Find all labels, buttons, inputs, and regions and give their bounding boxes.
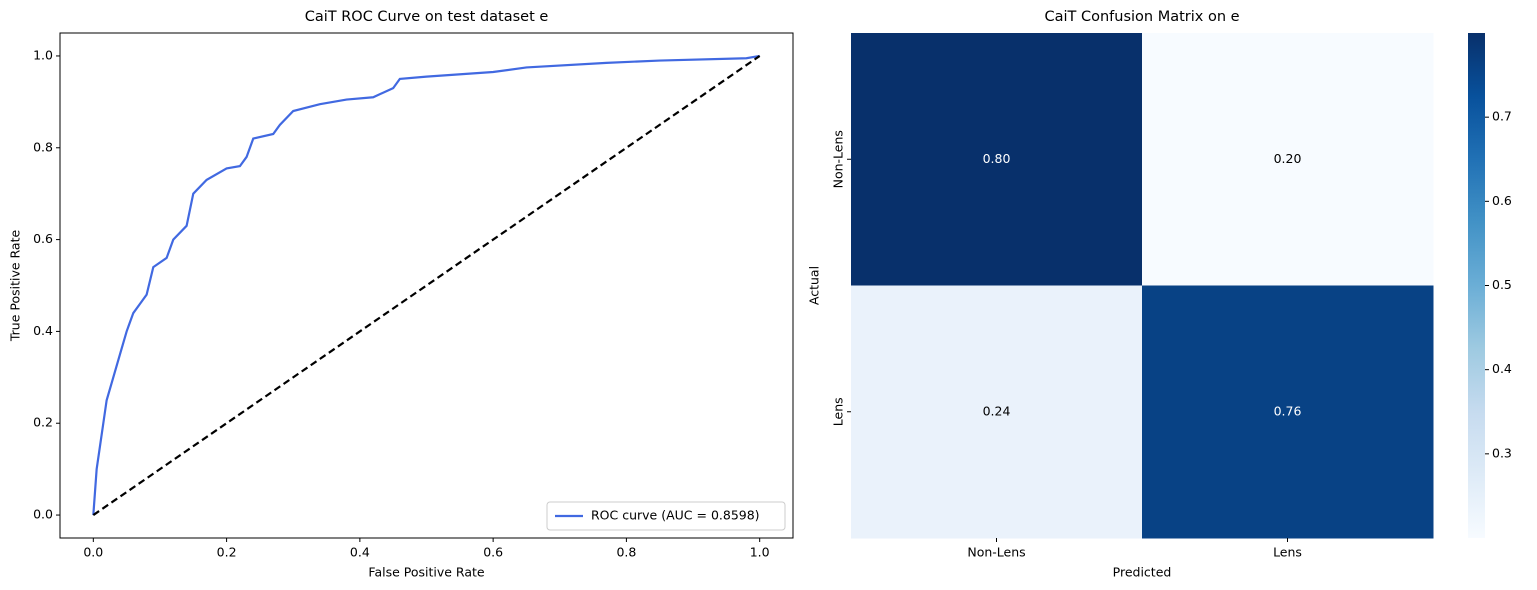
y-tick-label: 0.2 [33, 415, 53, 430]
heatmap-cell [851, 33, 1143, 286]
cell-label: 0.80 [983, 151, 1011, 166]
heatmap-cell [1142, 33, 1434, 286]
legend-label: ROC curve (AUC = 0.8598) [591, 508, 760, 523]
y-tick-label: 0.0 [33, 507, 53, 522]
x-axis-label: False Positive Rate [368, 565, 484, 580]
colorbar-tick-label: 0.3 [1492, 445, 1512, 460]
legend-box [546, 501, 786, 531]
y-axis-label: True Positive Rate [8, 230, 23, 343]
cell-label: 0.20 [1274, 151, 1302, 166]
roc-line [92, 55, 761, 516]
x-tick-label: 0.8 [616, 545, 636, 560]
heatmap-cell [851, 285, 1143, 539]
y-tick-label: 1.0 [33, 47, 53, 62]
y-tick-label: Lens [831, 397, 846, 426]
x-tick-label: Non-Lens [967, 545, 1025, 560]
colorbar-tick-label: 0.4 [1492, 361, 1512, 376]
colorbar [1468, 33, 1485, 538]
cell-label: 0.76 [1274, 403, 1302, 418]
chart-title: CaiT Confusion Matrix on e [1044, 9, 1239, 25]
y-tick-label: 0.4 [33, 323, 53, 338]
y-tick-label: 0.8 [33, 139, 53, 154]
roc-line [92, 54, 760, 516]
x-axis-label: Predicted [1113, 565, 1172, 580]
y-axis-label: Actual [807, 266, 822, 305]
x-tick-label: 0.0 [83, 545, 103, 560]
y-tick-label: 0.6 [33, 231, 53, 246]
x-tick-label: Lens [1273, 545, 1302, 560]
colorbar-tick-label: 0.5 [1492, 277, 1512, 292]
x-tick-label: 0.6 [483, 545, 503, 560]
colorbar-tick-label: 0.7 [1492, 109, 1512, 124]
x-tick-label: 1.0 [750, 545, 770, 560]
axes-frame [59, 32, 794, 539]
chart-title: CaiT ROC Curve on test dataset e [305, 9, 549, 25]
heatmap-cell [1142, 285, 1434, 539]
x-tick-label: 0.2 [217, 545, 237, 560]
colorbar-tick-label: 0.6 [1492, 193, 1512, 208]
x-tick-label: 0.4 [350, 545, 370, 560]
cell-label: 0.24 [983, 403, 1011, 418]
y-tick-label: Non-Lens [831, 130, 846, 188]
